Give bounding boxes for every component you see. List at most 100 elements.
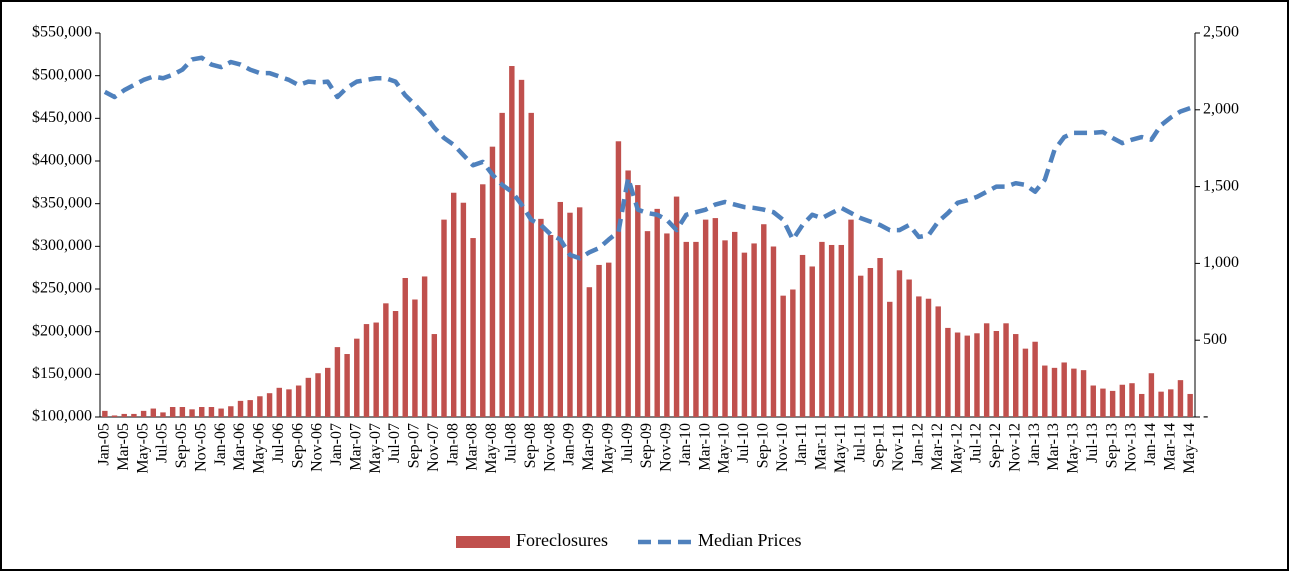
x-tick-label: Nov-10 — [774, 423, 791, 472]
bar — [1187, 393, 1193, 417]
x-tick-label: Jan-06 — [212, 423, 229, 466]
x-tick-label: Mar-08 — [464, 423, 481, 471]
x-tick-label: Nov-11 — [890, 423, 907, 471]
bar — [131, 413, 137, 417]
bar — [954, 332, 961, 417]
bar — [722, 240, 728, 417]
bar — [741, 252, 748, 417]
bar — [887, 301, 893, 417]
bar — [286, 389, 292, 417]
x-tick-label: Nov-09 — [658, 423, 675, 472]
y-tick-label: $200,000 — [32, 322, 92, 339]
x-tick-label: Nov-07 — [425, 423, 442, 472]
bar — [809, 266, 815, 417]
bar — [964, 335, 970, 417]
x-tick-label: Mar-10 — [696, 423, 713, 471]
x-tick-label: Sep-12 — [987, 423, 1004, 468]
bar — [1032, 341, 1038, 417]
bar — [470, 238, 476, 417]
bar — [102, 410, 108, 417]
bar — [373, 322, 379, 417]
x-tick-label: May-08 — [483, 423, 500, 474]
x-tick-label: Sep-05 — [173, 423, 190, 468]
bar — [557, 201, 564, 417]
bar — [1148, 373, 1155, 417]
bar — [780, 295, 786, 417]
bar — [664, 233, 670, 417]
bar — [654, 208, 660, 417]
x-tick-label: Jul-11 — [851, 423, 868, 462]
x-tick-label: Jul-07 — [386, 423, 403, 463]
x-tick-label: Jul-09 — [619, 423, 636, 463]
bar — [189, 409, 195, 417]
bar — [228, 406, 234, 417]
y-tick-label: $150,000 — [32, 365, 92, 382]
y2-tick-label: 2,500 — [1203, 24, 1239, 41]
bar — [1109, 390, 1116, 417]
x-tick-label: Nov-12 — [1006, 423, 1023, 472]
x-tick-label: Jan-13 — [1026, 423, 1043, 466]
bar — [276, 387, 282, 417]
bar — [974, 333, 980, 417]
y-tick-label: $250,000 — [32, 280, 92, 297]
x-tick-label: Jul-10 — [735, 423, 752, 463]
y-tick-label: $450,000 — [32, 109, 92, 126]
bar — [1100, 388, 1106, 417]
bar — [596, 264, 602, 417]
bar — [790, 289, 796, 417]
bar — [1051, 367, 1058, 417]
x-tick-label: Jan-12 — [909, 423, 926, 466]
x-tick-label: Mar-07 — [347, 423, 364, 471]
y2-tick-label: 2,000 — [1203, 100, 1239, 117]
bar — [916, 296, 922, 417]
bar — [421, 276, 428, 417]
x-tick-label: Sep-13 — [1103, 423, 1120, 468]
y2-tick-label: 1,500 — [1203, 177, 1239, 194]
bar — [1158, 391, 1164, 417]
bar — [208, 407, 215, 417]
x-tick-label: Nov-13 — [1123, 423, 1140, 472]
bar — [644, 231, 651, 417]
bar — [731, 231, 738, 417]
y-tick-label: $550,000 — [32, 24, 92, 41]
x-tick-label: Jan-11 — [793, 423, 810, 465]
y-tick-label: $500,000 — [32, 66, 92, 83]
x-tick-label: Sep-11 — [871, 423, 888, 468]
bar — [838, 244, 845, 417]
bar — [237, 400, 244, 417]
bar — [363, 324, 370, 417]
y-tick-label: $300,000 — [32, 237, 92, 254]
bar — [857, 275, 864, 417]
bar — [160, 412, 166, 417]
bar — [509, 66, 515, 418]
bar — [1129, 383, 1135, 417]
bar — [799, 254, 806, 417]
bar — [499, 112, 505, 417]
bar — [402, 277, 408, 417]
bar — [925, 298, 932, 417]
x-tick-label: Sep-07 — [406, 423, 423, 468]
bar — [993, 330, 1000, 417]
bar — [1177, 380, 1184, 417]
x-tick-label: Jan-08 — [444, 423, 461, 466]
bar — [121, 413, 127, 417]
x-tick-label: Jan-10 — [677, 423, 694, 466]
x-tick-label: Mar-09 — [580, 423, 597, 471]
y-tick-label: $400,000 — [32, 152, 92, 169]
bar — [518, 79, 525, 418]
x-tick-label: Nov-05 — [192, 423, 209, 472]
bar — [538, 218, 544, 417]
y2-tick-label: 500 — [1203, 331, 1227, 348]
x-tick-label: Mar-14 — [1161, 423, 1178, 471]
x-tick-label: Mar-13 — [1045, 423, 1062, 471]
x-tick-label: Jan-05 — [96, 423, 113, 466]
x-tick-label: Jan-07 — [328, 423, 345, 466]
x-tick-label: May-11 — [832, 423, 849, 473]
x-tick-label: May-06 — [251, 423, 268, 474]
x-tick-label: May-09 — [599, 423, 616, 474]
bar — [1061, 362, 1067, 417]
bar — [431, 334, 438, 417]
x-tick-label: Jul-13 — [1084, 423, 1101, 463]
bar — [1003, 323, 1009, 417]
bar — [325, 367, 331, 417]
